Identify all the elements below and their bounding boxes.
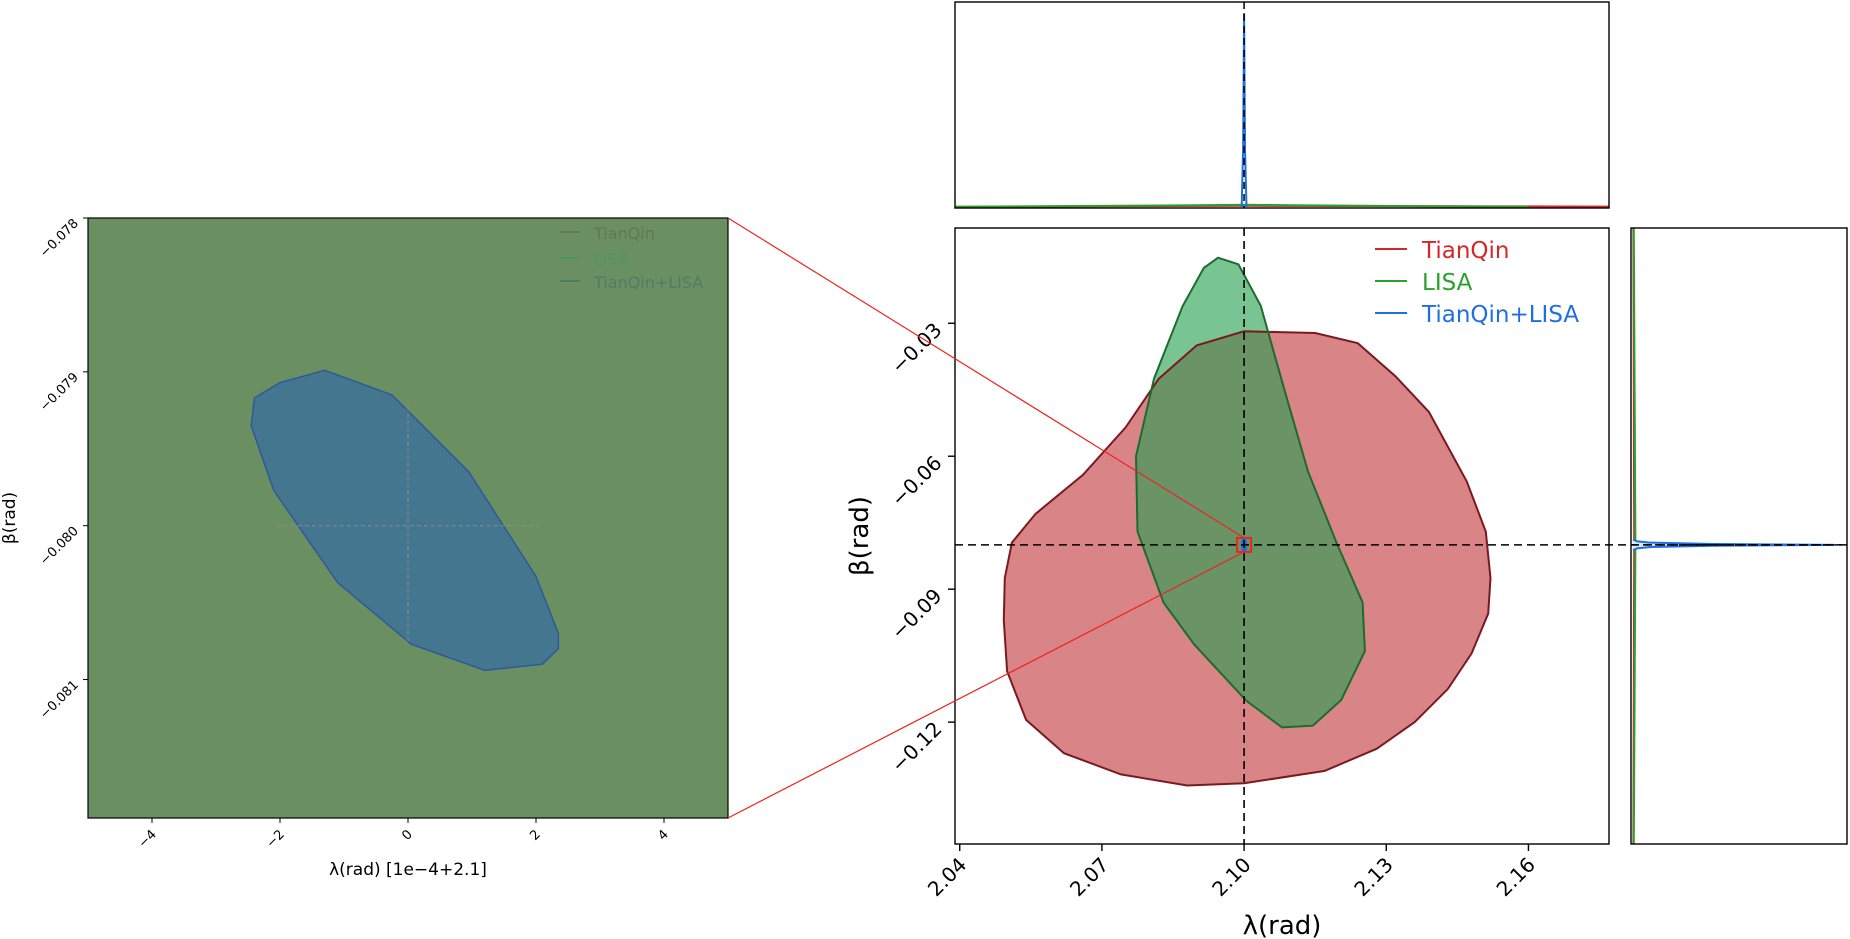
right-marginal-series: [1632, 227, 1836, 845]
contour-overlap: [1136, 331, 1365, 728]
main-x-axis-label: λ(rad): [1243, 911, 1322, 939]
top-marginal-line: [1240, 12, 1248, 208]
inset-x-axis-label: λ(rad) [1e−4+2.1]: [329, 860, 487, 880]
top-marginal-frame: [954, 1, 1610, 209]
top-marginal-line: [954, 203, 1529, 208]
inset-y-ticks: −0.078 −0.079 −0.080 −0.081: [37, 216, 88, 722]
main-panel: 2.04 2.07 2.10 2.13 2.16 −0.03−0.06−0.09−0.1…: [845, 227, 1847, 939]
main-y-ticks: −0.03−0.06−0.09−0.12: [886, 318, 955, 777]
inset-truth-lines: [276, 399, 540, 642]
main-x-tick-label: 2.16: [1492, 853, 1540, 901]
contour-edge-lisa: [1134, 256, 1366, 729]
main-x-tick-label: 2.10: [1207, 853, 1255, 901]
zoom-connector-lines: [727, 217, 1245, 819]
zoom-connector-bottom: [727, 551, 1245, 819]
main-frame: [954, 227, 1610, 845]
legend-label-tianqin: TianQin: [1421, 238, 1509, 264]
main-x-tick-label: 2.07: [1065, 853, 1113, 901]
main-x-tick-label: 2.04: [923, 853, 971, 901]
right-marginal-frame: [1630, 227, 1848, 845]
inset-legend-label-tianqin: TianQin: [593, 224, 655, 243]
inset-x-tick-label: 0: [399, 827, 415, 843]
top-marginal-panel: [954, 1, 1610, 209]
inset-contour-tianqin-lisa: [250, 369, 560, 672]
main-x-tick-label: 2.13: [1349, 853, 1397, 901]
inset-y-axis-label: β(rad): [0, 492, 20, 544]
inset-contour-layer: [250, 369, 560, 672]
legend-label-tianqin-lisa: TianQin+LISA: [1421, 302, 1579, 328]
main-contour-layer: [1002, 256, 1492, 787]
inset-legend-label-lisa: LISA: [594, 250, 629, 269]
legend-label-lisa: LISA: [1422, 270, 1473, 296]
main-y-axis-label: β(rad): [845, 496, 875, 576]
main-legend: TianQin LISA TianQin+LISA: [1375, 238, 1579, 328]
top-marginal-series: [954, 12, 1610, 208]
main-truth-lines: [955, 228, 1847, 844]
right-marginal-panel: [1630, 227, 1848, 845]
inset-panel: TianQin LISA TianQin+LISA −4 −2 0 2 4 −0.078…: [0, 216, 729, 880]
inset-y-tick-label: −0.080: [37, 524, 82, 569]
zoom-connector-top: [727, 217, 1245, 539]
main-y-tick-label: −0.12: [886, 717, 946, 777]
main-y-tick-label: −0.06: [886, 451, 946, 511]
main-x-ticks: 2.04 2.07 2.10 2.13 2.16: [923, 844, 1540, 901]
contour-edge-tianqin: [1002, 330, 1492, 787]
inset-legend: TianQin LISA TianQin+LISA: [560, 224, 703, 292]
inset-x-ticks: −4 −2 0 2 4: [136, 818, 672, 851]
inset-x-tick-label: 4: [655, 827, 671, 843]
inset-y-tick-label: −0.079: [37, 370, 82, 415]
main-y-tick-label: −0.09: [886, 584, 946, 644]
inset-legend-label-tianqin-lisa: TianQin+LISA: [593, 273, 703, 292]
inset-x-tick-label: 2: [527, 827, 543, 843]
inset-x-tick-label: −4: [136, 827, 160, 851]
inset-x-tick-label: −2: [264, 827, 288, 851]
inset-y-tick-label: −0.078: [37, 216, 82, 261]
inset-y-tick-label: −0.081: [37, 678, 82, 723]
